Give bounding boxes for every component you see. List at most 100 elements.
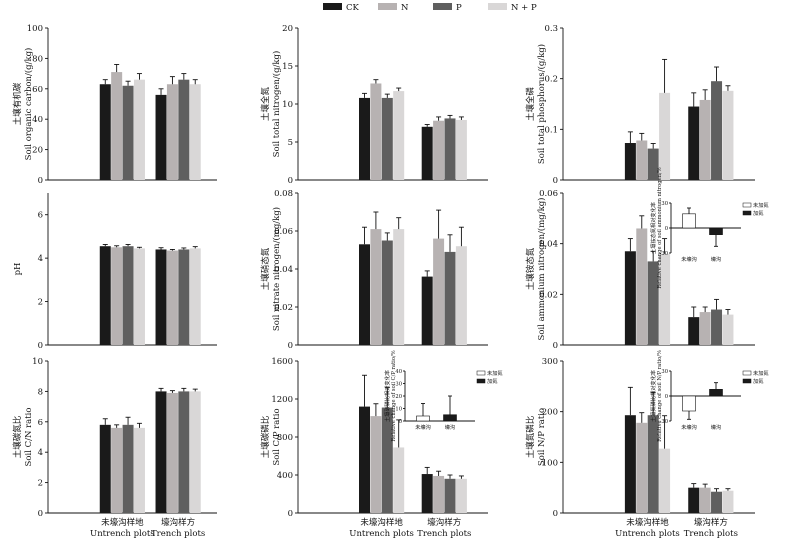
inset-y-label: 土壤铵态氮相对变化率Relative change of soil ammoni…	[649, 167, 663, 288]
bar	[178, 391, 190, 513]
category-label-en: Trench plots	[151, 529, 205, 539]
y-tick-label: 1200	[271, 395, 293, 405]
bar	[393, 91, 405, 180]
inset-y-label: 土壤碳磷比相对变化率Relative change of soil C/P ra…	[383, 350, 397, 441]
panel-no3: 0 0.02 0.04 0.06 0.08 土壤硝态氮Soil nitrate nitro…	[260, 189, 488, 351]
inset-bar	[709, 389, 723, 397]
y-tick-label: 2	[38, 298, 43, 308]
bar	[433, 238, 445, 345]
inset-y-tick-label: 0	[399, 419, 402, 425]
y-axis-label: pH	[13, 263, 23, 276]
bar	[688, 317, 700, 345]
y-axis-label: 土壤碳磷比Soil C/P ratio	[260, 408, 282, 465]
y-tick-label: 800	[277, 433, 293, 443]
y-tick-label: 200	[542, 408, 558, 418]
bar	[111, 72, 123, 180]
y-tick-label: 0.2	[544, 75, 558, 85]
y-tick-label: 6	[38, 211, 43, 221]
y-tick-label: 0.08	[274, 189, 293, 199]
legend-swatch	[323, 3, 342, 10]
bar	[359, 97, 370, 180]
y-tick-label: 0.3	[544, 24, 558, 34]
inset-legend-swatch	[742, 370, 752, 376]
panel-cp: 0 400 800 1200 1600 土壤碳磷比Soil C/P ratio 0 10 20 3…	[260, 350, 503, 539]
bar	[659, 92, 671, 180]
bar	[99, 246, 111, 345]
bar	[122, 424, 134, 513]
legend-swatch	[378, 3, 397, 10]
bar	[688, 487, 700, 513]
panel-np: 0 100 200 300 土壤氮磷比Soil N/P ratio -30 0 30土壤氮磷比…	[525, 350, 769, 539]
category-label-cn: 未壕沟样地	[360, 517, 403, 528]
bar	[99, 84, 111, 180]
legend-label: N	[401, 3, 409, 13]
y-tick-label: 60	[32, 85, 43, 95]
bar	[133, 248, 145, 345]
inset-legend-swatch	[476, 370, 486, 376]
inset-category-label: 壕沟	[711, 423, 721, 431]
bar	[189, 391, 201, 513]
y-tick-label: 2	[38, 479, 43, 489]
y-tick-label: 4	[38, 448, 43, 458]
inset-bar	[416, 415, 430, 422]
y-tick-label: 80	[32, 54, 43, 64]
inset-legend-label: 未加氮	[487, 369, 503, 377]
bar	[122, 246, 134, 345]
category-label-en: Untrench plots	[615, 529, 680, 539]
panel-soc: 0 20 40 60 80 100 土壤有机碳Soil organic carbon/(g/…	[12, 24, 217, 186]
inset-y-tick-label: 30	[661, 201, 668, 207]
bar	[111, 247, 123, 345]
bar	[444, 251, 456, 345]
bar	[433, 120, 445, 180]
inset-legend-swatch	[742, 202, 752, 208]
y-tick-label: 5	[288, 138, 293, 148]
y-axis-label: 土壤铵态氮Soil ammonium nitrogen/(mg/kg)	[525, 197, 547, 340]
category-label-en: Trench plots	[684, 529, 738, 539]
y-tick-label: 100	[27, 24, 43, 34]
y-tick-label: 0.04	[274, 265, 293, 275]
y-tick-label: 0	[38, 509, 43, 519]
y-tick-label: 10	[282, 100, 293, 110]
inset-legend-label: 加氮	[753, 377, 764, 385]
bar	[421, 126, 433, 180]
category-label-en: Trench plots	[417, 529, 471, 539]
bar	[393, 229, 405, 345]
bar	[421, 474, 433, 513]
bar	[155, 94, 167, 180]
category-label-en: Untrench plots	[349, 529, 414, 539]
inset-legend-label: 未加氮	[753, 369, 769, 377]
bar	[455, 246, 467, 345]
bar	[722, 90, 734, 180]
category-label-cn: 壕沟样方	[427, 517, 461, 528]
bar	[647, 148, 659, 180]
bar	[647, 415, 659, 513]
inset-category-label: 壕沟	[445, 423, 455, 431]
bar	[699, 99, 711, 180]
y-axis-label: 土壤全氮Soil total nitrogen/(g/kg)	[260, 51, 282, 158]
bar	[699, 487, 711, 513]
category-label-cn: 未壕沟样地	[626, 517, 669, 528]
bar	[444, 478, 456, 513]
inset-y-tick-label: 20	[395, 394, 402, 400]
inset-y-tick-label: 30	[661, 369, 668, 375]
category-label-cn: 未壕沟样地	[101, 517, 144, 528]
y-axis-label: 土壤硝态氮Soil nitrate nitrogen/(mg/kg)	[260, 207, 282, 331]
y-tick-label: 0	[288, 509, 293, 519]
y-axis-label: 土壤碳氮比Soil C/N ratio	[12, 408, 34, 467]
y-tick-label: 0.1	[544, 125, 558, 135]
inset-legend-label: 加氮	[753, 209, 764, 217]
legend-label: N + P	[511, 3, 537, 13]
inset-y-tick-label: 30	[395, 382, 402, 388]
bar	[166, 84, 178, 180]
bar	[624, 251, 636, 345]
inset-y-tick-label: -30	[660, 419, 668, 425]
bar	[688, 106, 700, 180]
bar	[370, 416, 382, 513]
y-tick-label: 8	[38, 387, 43, 397]
bar	[166, 392, 178, 513]
bar	[189, 248, 201, 345]
bar	[155, 249, 167, 345]
y-tick-label: 0.04	[539, 240, 558, 250]
inset-y-tick-label: -30	[660, 251, 668, 257]
